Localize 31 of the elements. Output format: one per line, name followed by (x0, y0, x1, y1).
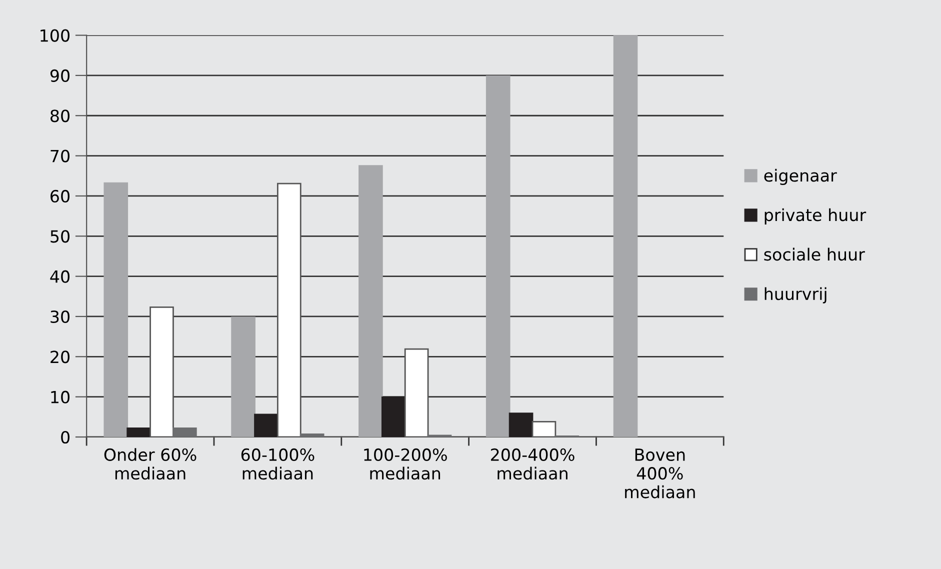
x-tick-label: Onder 60% mediaan (104, 448, 196, 480)
y-tick-label: 80 (50, 110, 70, 122)
bar (358, 165, 383, 437)
y-tick-label: 40 (50, 270, 70, 283)
bar (381, 396, 406, 437)
legend-label: sociale huur (764, 248, 865, 261)
y-tick-label: 90 (50, 69, 70, 82)
x-tick-label: 200-400% mediaan (490, 448, 574, 480)
y-tick-label: 10 (51, 390, 70, 404)
legend-label: huurvrij (764, 287, 826, 304)
y-tick-label: 30 (50, 310, 70, 324)
bar (104, 182, 128, 437)
x-tick-label: 100-200% mediaan (364, 448, 447, 480)
bar (254, 414, 278, 437)
bar (126, 427, 151, 437)
y-tick-label: 70 (50, 150, 70, 162)
x-tick-label: Boven 400% mediaan (625, 448, 695, 498)
legend-label: private huur (764, 208, 866, 224)
y-tick-label: 60 (50, 190, 70, 203)
bar (172, 427, 197, 437)
bar (508, 412, 534, 437)
bar (231, 316, 256, 437)
y-tick-label: 0 (61, 430, 70, 444)
bar (486, 76, 510, 437)
y-tick-label: 100 (40, 29, 70, 42)
y-tick-label: 20 (50, 350, 70, 364)
bar (300, 433, 324, 437)
y-tick-label: 50 (50, 230, 70, 243)
x-tick-label: 60-100% mediaan (241, 448, 314, 480)
legend-label: eigenaar (764, 168, 837, 186)
bar (613, 35, 638, 437)
